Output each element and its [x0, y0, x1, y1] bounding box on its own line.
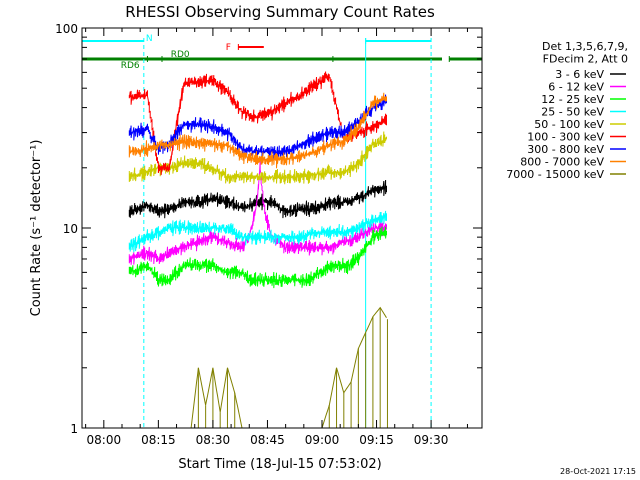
series-3-group [128, 210, 387, 253]
series-line-7000-15000kev [190, 306, 387, 428]
x-tick-label: 08:15 [141, 433, 176, 447]
legend: Det 1,3,5,6,7,9,FDecim 2, Att 0 3 - 6 keV… [506, 40, 628, 181]
x-tick-label: 09:15 [359, 433, 394, 447]
series-6-group [128, 94, 387, 159]
x-tick-label: 08:45 [250, 433, 285, 447]
series-8-group [190, 306, 388, 428]
data-series [128, 71, 388, 428]
vertical-markers [143, 38, 432, 428]
annotation-label-rd0: RD0 [171, 50, 190, 60]
annotation-label-n: N [146, 34, 153, 44]
series-line-3-6kev [128, 179, 387, 219]
y-tick-label: 1 [70, 422, 78, 436]
x-tick-label: 09:00 [305, 433, 340, 447]
series-line-800-7000kev [128, 92, 387, 169]
legend-label: 100 - 300 keV [527, 131, 604, 144]
y-axis-ticks: 1 10 100 [55, 22, 482, 436]
x-tick-label: 08:00 [87, 433, 122, 447]
plot-frame [81, 27, 483, 429]
legend-label: 50 - 100 keV [534, 118, 604, 131]
legend-label: 3 - 6 keV [555, 68, 604, 81]
series-4-group [128, 131, 387, 185]
y-tick-label: 10 [63, 222, 78, 236]
y-axis-label: Count Rate (s⁻¹ detector⁻¹) [29, 140, 44, 317]
series-0-group [128, 179, 387, 219]
series-line-25-50kev [128, 210, 387, 253]
legend-header: FDecim 2, Att 0 [543, 53, 628, 66]
annotation-label-f: F [226, 43, 231, 53]
x-tick-label: 09:30 [414, 433, 449, 447]
legend-header: Det 1,3,5,6,7,9, [542, 40, 628, 53]
legend-label: 300 - 800 keV [527, 143, 604, 156]
legend-label: 6 - 12 keV [548, 81, 604, 94]
series-line-6-12kev [128, 159, 387, 265]
series-1-group [128, 159, 387, 265]
footer-date: 28-Oct-2021 17:15 [560, 467, 636, 476]
y-tick-label: 100 [55, 22, 78, 36]
legend-label: 7000 - 15000 keV [506, 168, 604, 181]
x-tick-label: 08:30 [196, 433, 231, 447]
series-line-50-100kev [128, 131, 387, 185]
chart-title: RHESSI Observing Summary Count Rates [125, 3, 435, 21]
instrument-state-annotations: N RD6 RD0 F [81, 34, 482, 71]
x-axis-ticks: 08:00 08:15 08:30 08:45 09:00 09:15 09:30 [85, 28, 468, 447]
series-2-group [128, 226, 387, 289]
x-axis-label: Start Time (18-Jul-15 07:53:02) [178, 457, 381, 472]
legend-label: 12 - 25 keV [541, 93, 604, 106]
annotation-label-rd6: RD6 [121, 61, 140, 71]
legend-label: 800 - 7000 keV [520, 156, 604, 169]
series-line-300-800kev [128, 94, 387, 159]
legend-label: 25 - 50 keV [541, 106, 604, 119]
series-7-group [128, 92, 387, 169]
series-line-12-25kev [128, 226, 387, 289]
